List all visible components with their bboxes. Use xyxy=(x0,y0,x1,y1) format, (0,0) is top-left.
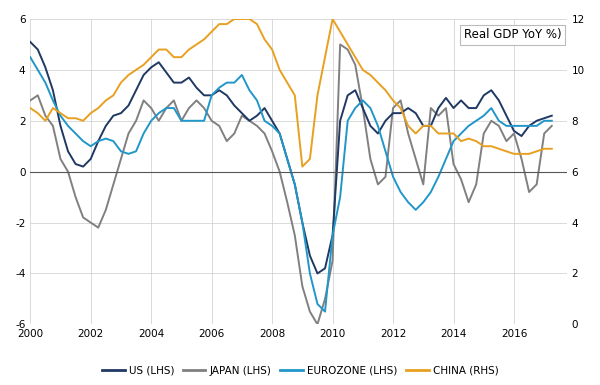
Text: Real GDP YoY %): Real GDP YoY %) xyxy=(464,28,562,41)
Legend: US (LHS), JAPAN (LHS), EUROZONE (LHS), CHINA (RHS): US (LHS), JAPAN (LHS), EUROZONE (LHS), C… xyxy=(97,362,503,380)
